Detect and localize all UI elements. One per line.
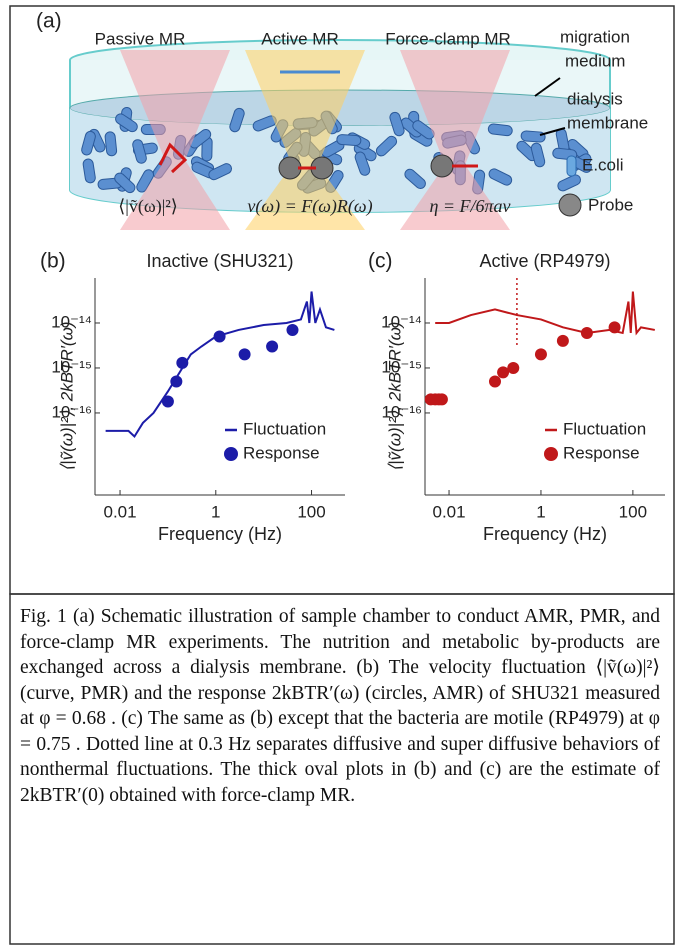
side-label: E.coli xyxy=(582,155,624,174)
label: Passive MR xyxy=(95,29,186,48)
y-tick-label: 10⁻¹⁶ xyxy=(381,402,422,421)
probe xyxy=(430,154,454,178)
bacterium xyxy=(208,163,232,181)
bacterium xyxy=(81,130,96,156)
bacterium xyxy=(229,107,245,133)
force-clamp-beam xyxy=(400,50,510,230)
chart-title: Active (RP4979) xyxy=(479,251,610,271)
legend-label: Fluctuation xyxy=(563,419,646,438)
side-label: migration xyxy=(560,27,630,46)
response-point xyxy=(507,361,520,374)
bacterium xyxy=(520,130,546,143)
pointer xyxy=(534,77,561,97)
formula: η = F/6πav xyxy=(429,196,510,216)
chart-title: Inactive (SHU321) xyxy=(146,251,293,271)
x-axis-label: Frequency (Hz) xyxy=(483,524,607,544)
bacterium xyxy=(488,168,513,186)
label: Force-clamp MR xyxy=(385,29,511,48)
legend-label: Fluctuation xyxy=(243,419,326,438)
side-label: membrane xyxy=(567,113,648,132)
side-label: medium xyxy=(565,51,625,70)
active-beam xyxy=(245,50,365,230)
fluctuation-line xyxy=(105,291,335,439)
response-point xyxy=(213,330,226,343)
caption-frame xyxy=(9,593,675,945)
x-tick-label: 100 xyxy=(619,502,647,521)
bacterium xyxy=(132,139,147,164)
side-label: Probe xyxy=(588,195,633,214)
panel-label: (c) xyxy=(368,250,393,273)
y-tick-label: 10⁻¹⁵ xyxy=(381,357,422,376)
bacterium xyxy=(114,172,136,194)
x-tick-label: 1 xyxy=(211,502,220,521)
label: Active MR xyxy=(261,29,338,48)
response-point xyxy=(608,321,621,334)
response-point xyxy=(286,323,299,336)
legend-marker xyxy=(544,447,558,461)
legend-label: Response xyxy=(563,443,640,462)
probe xyxy=(278,156,302,180)
legend-label: Response xyxy=(243,443,320,462)
x-tick-label: 0.01 xyxy=(103,502,136,521)
ecoli-icon xyxy=(566,155,577,177)
response-point xyxy=(170,375,183,388)
response-point xyxy=(176,356,189,369)
x-tick-label: 1 xyxy=(536,502,545,521)
schematic: (a) Passive MR Active MR Force-clamp MR … xyxy=(36,10,648,230)
bacterium xyxy=(336,134,362,147)
bacterium xyxy=(136,169,155,193)
response-point xyxy=(556,334,569,347)
fluctuation-line xyxy=(435,291,655,336)
bacterium xyxy=(389,111,405,137)
formula: v(ω) = F(ω)R(ω) xyxy=(247,196,372,217)
side-label: dialysis xyxy=(567,89,623,108)
panel-label: (b) xyxy=(40,250,66,273)
y-tick-label: 10⁻¹⁶ xyxy=(51,402,92,421)
bacterium xyxy=(115,113,138,133)
y-tick-label: 10⁻¹⁵ xyxy=(51,357,92,376)
x-tick-label: 100 xyxy=(297,502,325,521)
pointer xyxy=(539,127,566,136)
x-axis-label: Frequency (Hz) xyxy=(158,524,282,544)
bacterium xyxy=(530,142,546,168)
formula: ⟨|ṽ(ω)|²⟩ xyxy=(118,196,177,217)
y-tick-label: 10⁻¹⁴ xyxy=(381,312,422,331)
x-tick-label: 0.01 xyxy=(432,502,465,521)
response-point xyxy=(534,348,547,361)
probe-icon xyxy=(558,193,582,217)
bacterium xyxy=(354,151,371,176)
response-point xyxy=(580,326,593,339)
bacterium xyxy=(412,120,435,140)
passive-beam xyxy=(120,50,230,230)
random-path xyxy=(158,142,188,174)
y-tick-label: 10⁻¹⁴ xyxy=(51,312,92,331)
legend-marker xyxy=(224,447,238,461)
bacterium xyxy=(82,158,96,184)
response-point xyxy=(488,375,501,388)
caption: Fig. 1 (a) Schematic illustration of sam… xyxy=(20,606,660,806)
response-point xyxy=(497,366,510,379)
bacterium xyxy=(104,131,118,157)
bacterium xyxy=(375,135,398,157)
bacterium xyxy=(404,168,426,189)
response-point xyxy=(266,340,279,353)
response-point xyxy=(161,395,174,408)
y-axis-label: ⟨|ṽ(ω)|²⟩, 2kBTR′(ω) xyxy=(385,322,404,472)
response-point xyxy=(238,348,251,361)
response-point xyxy=(435,393,448,406)
panel-label: (a) xyxy=(36,10,62,33)
bacterium xyxy=(557,174,582,192)
y-axis-label: ⟨|ṽ(ω)|²⟩, 2kBTR′(ω) xyxy=(57,322,76,472)
bacterium xyxy=(487,123,513,137)
